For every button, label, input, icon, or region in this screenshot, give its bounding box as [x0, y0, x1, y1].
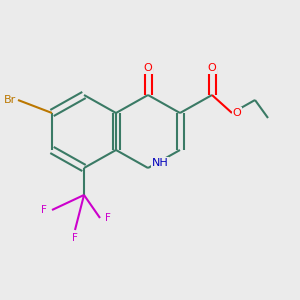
Text: O: O [144, 63, 152, 73]
Text: F: F [105, 213, 111, 223]
Text: F: F [41, 205, 47, 215]
Text: F: F [72, 233, 78, 243]
Text: NH: NH [152, 158, 168, 168]
Text: Br: Br [4, 95, 16, 105]
Text: O: O [232, 108, 242, 118]
Text: O: O [208, 63, 216, 73]
